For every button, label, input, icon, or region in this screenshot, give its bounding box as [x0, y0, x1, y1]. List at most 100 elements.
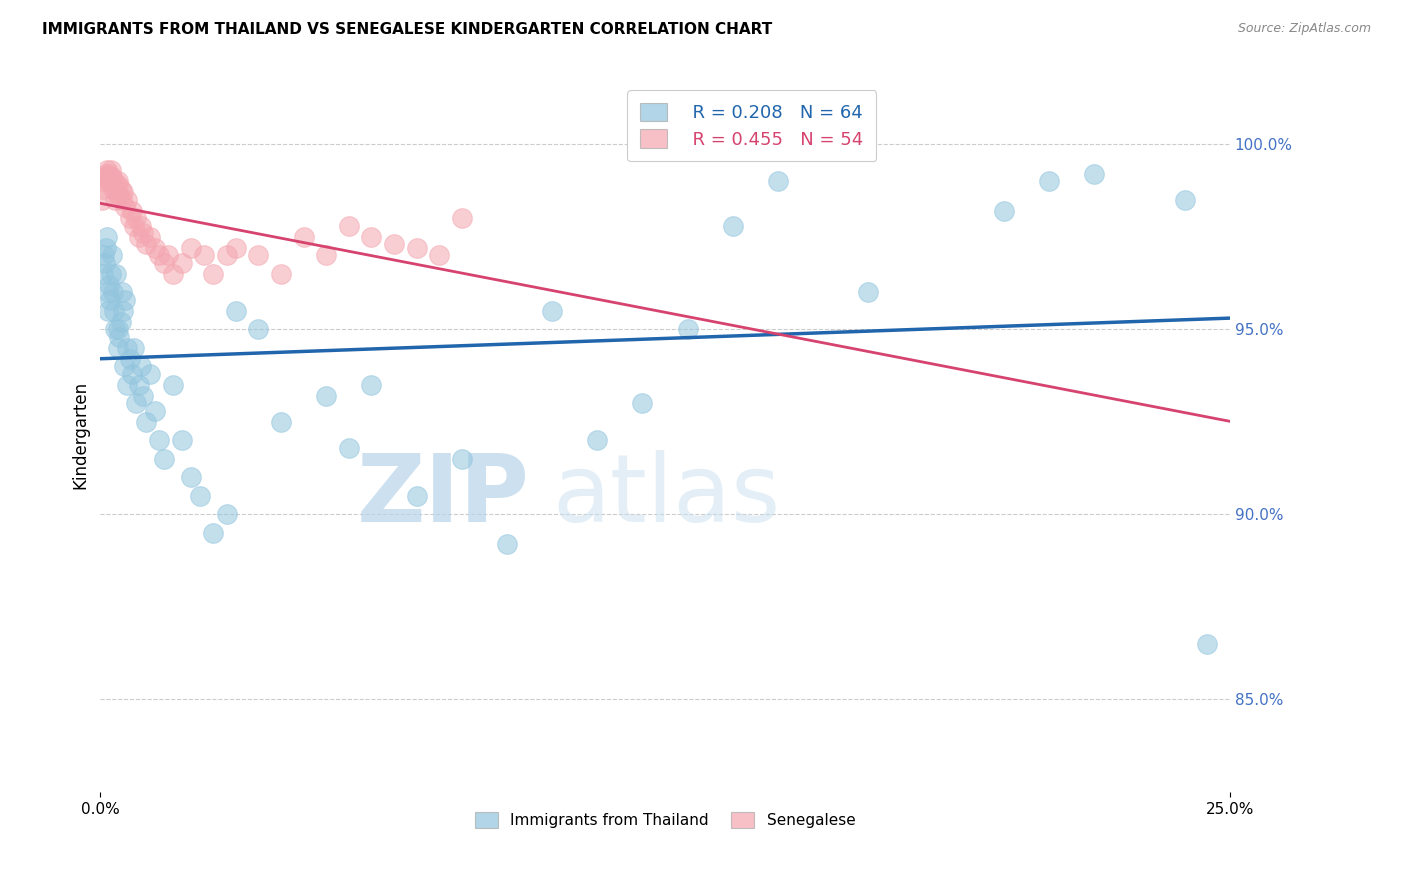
Point — [215, 508, 238, 522]
Point — [105, 267, 128, 281]
Point — [427, 248, 450, 262]
Point — [1197, 637, 1219, 651]
Point — [104, 322, 127, 336]
Point — [382, 237, 405, 252]
Point — [111, 303, 134, 318]
Point — [135, 415, 157, 429]
Point — [118, 211, 141, 226]
Point — [270, 415, 292, 429]
Point — [114, 293, 136, 307]
Point — [496, 537, 519, 551]
Point — [112, 359, 135, 374]
Point — [202, 525, 225, 540]
Point — [128, 377, 150, 392]
Point — [993, 203, 1015, 218]
Text: ZIP: ZIP — [357, 450, 530, 541]
Point — [152, 255, 174, 269]
Point — [110, 315, 132, 329]
Point — [103, 174, 125, 188]
Point — [135, 237, 157, 252]
Y-axis label: Kindergarten: Kindergarten — [72, 381, 89, 489]
Point — [122, 341, 145, 355]
Point — [121, 203, 143, 218]
Point — [202, 267, 225, 281]
Point — [93, 174, 115, 188]
Point — [360, 229, 382, 244]
Point — [148, 248, 170, 262]
Point — [450, 211, 472, 226]
Point — [315, 248, 337, 262]
Point — [98, 293, 121, 307]
Legend: Immigrants from Thailand, Senegalese: Immigrants from Thailand, Senegalese — [468, 806, 862, 834]
Point — [122, 219, 145, 233]
Point — [115, 341, 138, 355]
Point — [247, 322, 270, 336]
Point — [858, 285, 880, 300]
Point — [107, 174, 129, 188]
Text: IMMIGRANTS FROM THAILAND VS SENEGALESE KINDERGARTEN CORRELATION CHART: IMMIGRANTS FROM THAILAND VS SENEGALESE K… — [42, 22, 772, 37]
Point — [152, 451, 174, 466]
Point — [91, 193, 114, 207]
Point — [117, 377, 139, 392]
Point — [98, 277, 121, 292]
Point — [91, 181, 114, 195]
Point — [118, 351, 141, 366]
Point — [193, 248, 215, 262]
Point — [148, 434, 170, 448]
Point — [101, 170, 124, 185]
Point — [157, 248, 180, 262]
Point — [100, 163, 122, 178]
Point — [97, 285, 120, 300]
Point — [315, 389, 337, 403]
Point — [139, 229, 162, 244]
Point — [93, 248, 115, 262]
Point — [170, 434, 193, 448]
Point — [94, 255, 117, 269]
Point — [107, 341, 129, 355]
Point — [1083, 167, 1105, 181]
Point — [108, 329, 131, 343]
Point — [225, 241, 247, 255]
Point — [132, 389, 155, 403]
Point — [100, 267, 122, 281]
Point — [766, 174, 789, 188]
Point — [128, 229, 150, 244]
Point — [180, 470, 202, 484]
Point — [103, 303, 125, 318]
Point — [292, 229, 315, 244]
Point — [97, 174, 120, 188]
Point — [111, 285, 134, 300]
Point — [139, 367, 162, 381]
Text: atlas: atlas — [553, 450, 780, 541]
Point — [107, 322, 129, 336]
Point — [111, 193, 134, 207]
Point — [721, 219, 744, 233]
Point — [110, 181, 132, 195]
Point — [170, 255, 193, 269]
Point — [1173, 193, 1195, 207]
Point — [117, 193, 139, 207]
Point — [96, 229, 118, 244]
Point — [101, 181, 124, 195]
Point — [101, 248, 124, 262]
Point — [676, 322, 699, 336]
Point — [360, 377, 382, 392]
Point — [94, 241, 117, 255]
Point — [96, 163, 118, 178]
Point — [225, 303, 247, 318]
Point — [270, 267, 292, 281]
Point — [129, 219, 152, 233]
Point — [97, 303, 120, 318]
Point — [541, 303, 564, 318]
Point — [111, 185, 134, 199]
Point — [132, 226, 155, 240]
Point — [337, 219, 360, 233]
Point — [143, 241, 166, 255]
Point — [188, 489, 211, 503]
Point — [450, 451, 472, 466]
Point — [121, 367, 143, 381]
Point — [98, 174, 121, 188]
Point — [98, 167, 121, 181]
Point — [129, 359, 152, 374]
Text: Source: ZipAtlas.com: Source: ZipAtlas.com — [1237, 22, 1371, 36]
